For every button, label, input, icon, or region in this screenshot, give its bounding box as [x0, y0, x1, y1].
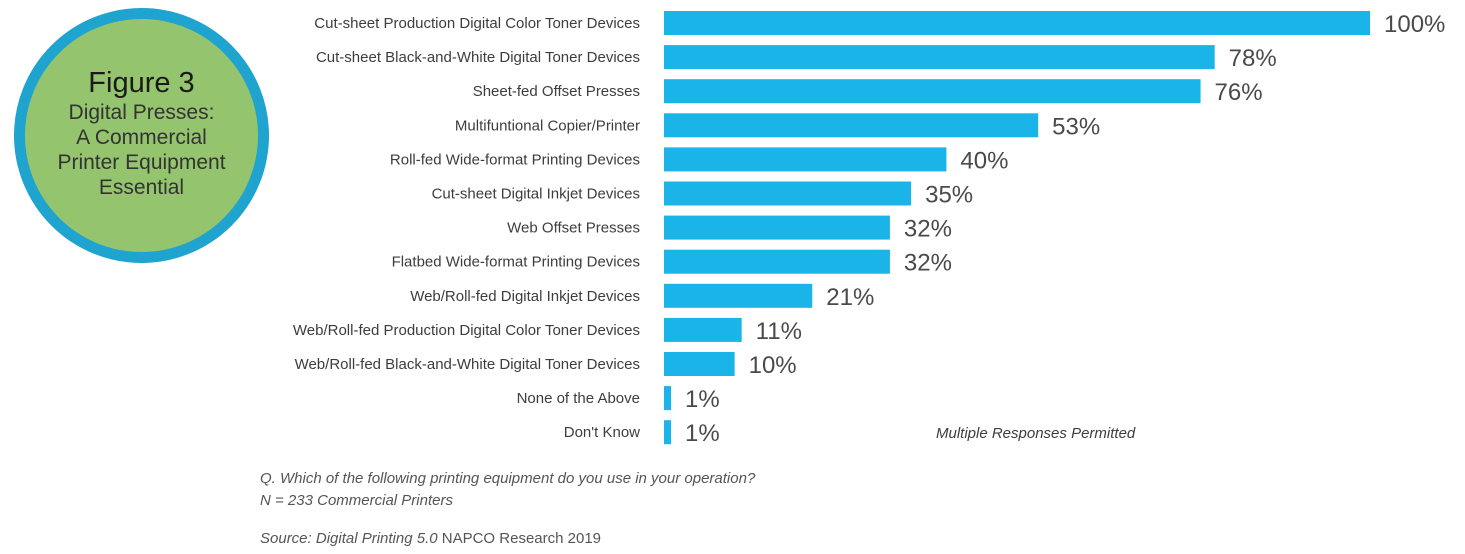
- bar-web-roll-fed-production-digital-color-toner-devices: [664, 318, 742, 342]
- bar-none-of-the-above: [664, 386, 671, 410]
- source-line: Source: Digital Printing 5.0 NAPCO Resea…: [260, 530, 601, 547]
- sample-size: N = 233 Commercial Printers: [260, 492, 453, 509]
- category-label-web-roll-fed-production-digital-color-toner-devices: Web/Roll-fed Production Digital Color To…: [293, 322, 640, 339]
- bar-cut-sheet-black-and-white-digital-toner-devices: [664, 45, 1215, 69]
- category-label-multifuntional-copier-printer: Multifuntional Copier/Printer: [455, 117, 640, 134]
- source-suffix: NAPCO Research 2019: [438, 530, 601, 547]
- bar-web-offset-presses: [664, 216, 890, 240]
- value-label-don-t-know: 1%: [685, 420, 720, 447]
- value-label-web-roll-fed-digital-inkjet-devices: 21%: [826, 284, 874, 311]
- bar-cut-sheet-production-digital-color-toner-devices: [664, 11, 1370, 35]
- category-label-web-roll-fed-digital-inkjet-devices: Web/Roll-fed Digital Inkjet Devices: [410, 288, 640, 305]
- survey-question: Q. Which of the following printing equip…: [260, 470, 755, 487]
- bar-flatbed-wide-format-printing-devices: [664, 250, 890, 274]
- bar-multifuntional-copier-printer: [664, 113, 1038, 137]
- category-label-don-t-know: Don't Know: [564, 424, 640, 441]
- value-label-cut-sheet-black-and-white-digital-toner-devices: 78%: [1229, 45, 1277, 72]
- bar-sheet-fed-offset-presses: [664, 79, 1201, 103]
- value-label-cut-sheet-production-digital-color-toner-devices: 100%: [1384, 11, 1445, 38]
- bar-roll-fed-wide-format-printing-devices: [664, 147, 946, 171]
- category-label-cut-sheet-black-and-white-digital-toner-devices: Cut-sheet Black-and-White Digital Toner …: [316, 49, 640, 66]
- bar-don-t-know: [664, 420, 671, 444]
- value-label-cut-sheet-digital-inkjet-devices: 35%: [925, 182, 973, 209]
- bar-web-roll-fed-black-and-white-digital-toner-devices: [664, 352, 735, 376]
- category-label-cut-sheet-production-digital-color-toner-devices: Cut-sheet Production Digital Color Toner…: [314, 15, 640, 32]
- multiple-responses-note: Multiple Responses Permitted: [936, 425, 1135, 442]
- bar-cut-sheet-digital-inkjet-devices: [664, 182, 911, 206]
- category-label-web-roll-fed-black-and-white-digital-toner-devices: Web/Roll-fed Black-and-White Digital Ton…: [295, 356, 640, 373]
- value-label-none-of-the-above: 1%: [685, 386, 720, 413]
- value-label-roll-fed-wide-format-printing-devices: 40%: [960, 147, 1008, 174]
- category-label-web-offset-presses: Web Offset Presses: [507, 220, 640, 237]
- value-label-sheet-fed-offset-presses: 76%: [1215, 79, 1263, 106]
- category-label-none-of-the-above: None of the Above: [517, 390, 640, 407]
- category-label-sheet-fed-offset-presses: Sheet-fed Offset Presses: [473, 83, 640, 100]
- value-label-flatbed-wide-format-printing-devices: 32%: [904, 250, 952, 277]
- category-label-cut-sheet-digital-inkjet-devices: Cut-sheet Digital Inkjet Devices: [432, 186, 640, 203]
- bar-web-roll-fed-digital-inkjet-devices: [664, 284, 812, 308]
- value-label-web-roll-fed-production-digital-color-toner-devices: 11%: [756, 318, 802, 345]
- category-label-roll-fed-wide-format-printing-devices: Roll-fed Wide-format Printing Devices: [390, 151, 640, 168]
- value-label-web-offset-presses: 32%: [904, 216, 952, 243]
- source-prefix: Source: Digital Printing 5.0: [260, 530, 438, 547]
- value-label-multifuntional-copier-printer: 53%: [1052, 113, 1100, 140]
- category-label-flatbed-wide-format-printing-devices: Flatbed Wide-format Printing Devices: [392, 254, 640, 271]
- value-label-web-roll-fed-black-and-white-digital-toner-devices: 10%: [749, 352, 797, 379]
